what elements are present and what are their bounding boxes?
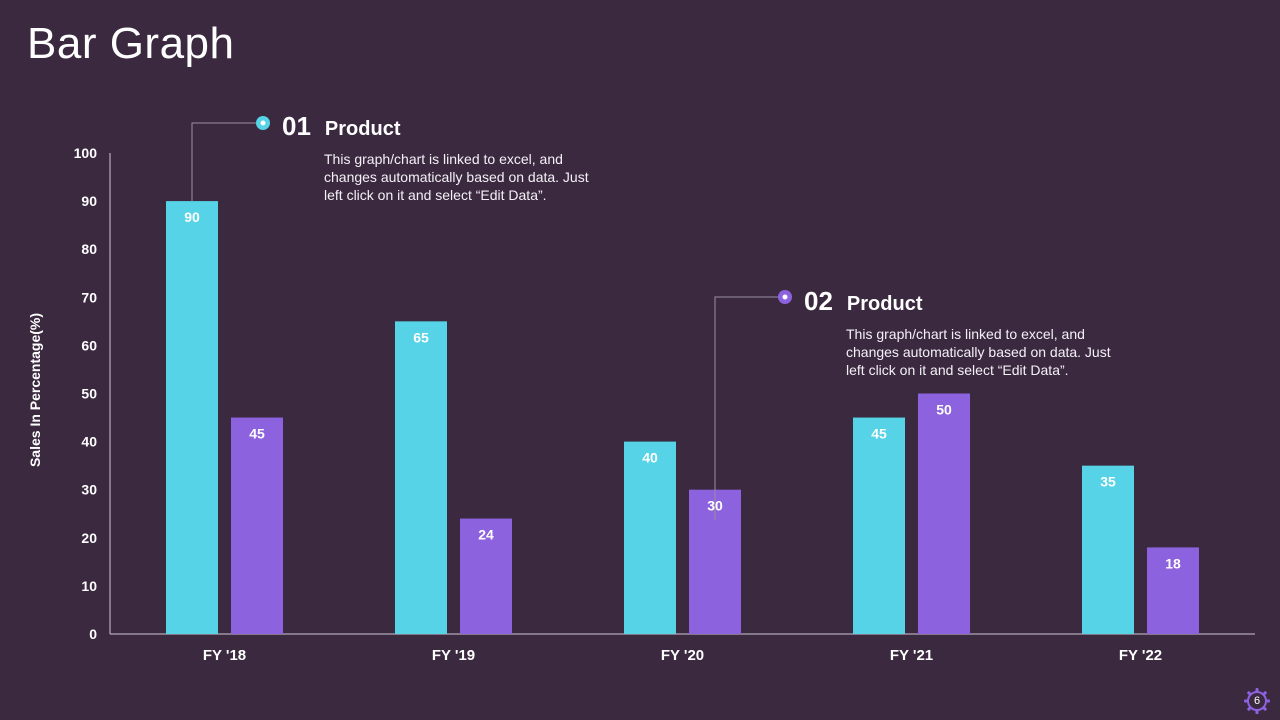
callout-product-01: 01 Product This graph/chart is linked to… (282, 111, 609, 204)
bar-series2 (1147, 547, 1199, 634)
bar-series1 (624, 441, 676, 634)
y-tick-label: 40 (81, 434, 97, 450)
x-tick-label: FY '21 (890, 647, 933, 664)
bar-value-label: 65 (413, 329, 429, 345)
callout-connector (714, 296, 785, 520)
bar-value-label: 50 (936, 402, 952, 418)
callout-dot-center (260, 120, 266, 126)
callout-product-02: 02 Product This graph/chart is linked to… (804, 286, 1131, 379)
bar-value-label: 45 (249, 426, 265, 442)
bar-series1 (166, 201, 218, 634)
y-tick-label: 60 (81, 337, 97, 353)
bar-series2 (918, 393, 970, 634)
callout-number: 02 (804, 286, 833, 316)
y-tick-label: 20 (81, 530, 97, 546)
slide-title: Bar Graph (27, 19, 235, 68)
callout-title: Product (324, 118, 401, 140)
bar-value-label: 90 (184, 209, 200, 225)
page-number: 6 (1253, 695, 1261, 707)
y-tick-label: 100 (74, 145, 98, 161)
callout-description: This graph/chart is linked to excel, and… (324, 151, 589, 203)
callout-description: This graph/chart is linked to excel, and… (846, 326, 1111, 378)
bar-series1 (395, 321, 447, 634)
bar-series1 (853, 417, 905, 634)
callout-connector (191, 122, 263, 202)
y-tick-label: 10 (81, 578, 97, 594)
y-axis-title: Sales In Percentage(%) (27, 313, 43, 467)
y-tick-label: 50 (81, 386, 97, 402)
bar-value-label: 35 (1100, 474, 1116, 490)
bar-value-label: 45 (871, 426, 887, 442)
y-tick-label: 30 (81, 482, 97, 498)
x-tick-label: FY '19 (432, 647, 475, 664)
y-tick-label: 80 (81, 241, 97, 257)
bar-series2 (460, 518, 512, 634)
bar-value-label: 18 (1165, 555, 1181, 571)
bar-series1 (1082, 465, 1134, 634)
gear-icon (1244, 688, 1270, 714)
callout-number: 01 (282, 111, 311, 141)
x-tick-label: FY '20 (661, 647, 704, 664)
callout-title: Product (846, 293, 923, 315)
bar-value-label: 24 (478, 527, 494, 543)
callout-dot-center (782, 294, 788, 300)
bar-value-label: 40 (642, 450, 658, 466)
bar-series2 (231, 417, 283, 634)
page-number-badge: 6 (1242, 686, 1272, 716)
x-tick-label: FY '18 (203, 647, 246, 664)
y-tick-label: 90 (81, 193, 97, 209)
y-tick-label: 70 (81, 289, 97, 305)
x-tick-label: FY '22 (1119, 647, 1162, 664)
y-tick-label: 0 (89, 626, 97, 642)
